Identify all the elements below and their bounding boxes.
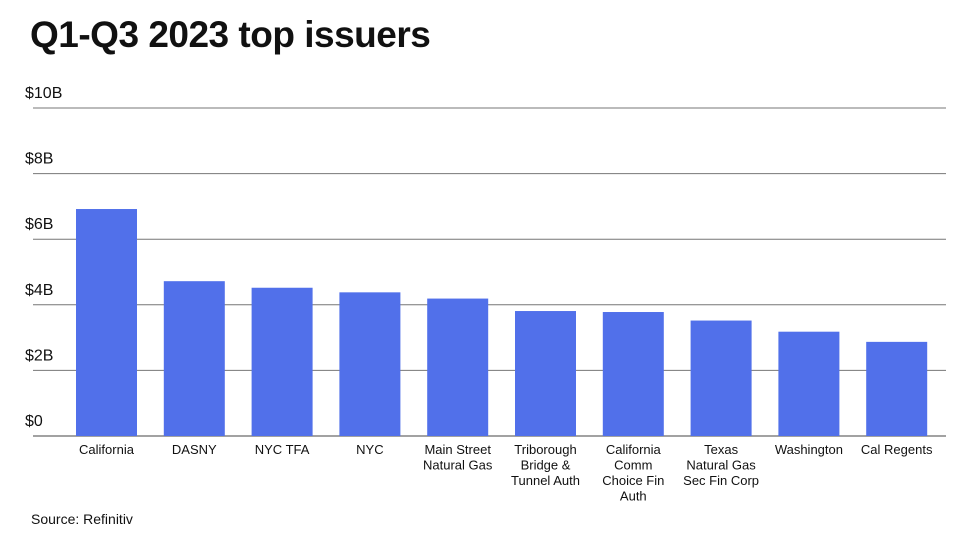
bar [339,292,401,436]
x-tick-label: California [79,442,135,457]
x-tick-label: Triborough Bridge & Tunnel Auth [511,442,580,488]
bar [778,331,840,436]
x-tick-label-line: DASNY [172,442,217,457]
x-tick-label-line: Sec Fin Corp [683,473,759,488]
x-tick-label-line: Comm [614,458,652,473]
x-tick-label-line: California [79,442,135,457]
x-tick-label: NYC TFA [255,442,310,457]
y-tick-label: $0 [25,413,43,430]
bar [76,209,137,436]
x-tick-label: Cal Regents [861,442,933,457]
x-tick-label: NYC [356,442,383,457]
x-tick-label-line: Texas [704,442,738,457]
y-tick-label: $10B [25,85,62,102]
x-tick-label-line: Tunnel Auth [511,473,580,488]
x-tick-label-line: Triborough [514,442,576,457]
bar [866,341,928,436]
x-tick-label-line: Bridge & [521,458,571,473]
bar [427,298,489,436]
bar [690,320,752,436]
bar [515,311,576,436]
chart-title: Q1-Q3 2023 top issuers [30,14,431,55]
y-tick-label: $2B [25,347,53,364]
bar [602,312,664,436]
bar [251,287,313,436]
x-tick-label: DASNY [172,442,217,457]
x-tick-label-line: NYC TFA [255,442,310,457]
source-note: Source: Refinitiv [31,511,133,527]
x-tick-label-line: NYC [356,442,383,457]
x-tick-label-line: Cal Regents [861,442,933,457]
bar [163,281,225,436]
x-tick-label: Main Street Natural Gas [423,442,493,473]
x-tick-label-line: Natural Gas [686,458,756,473]
y-tick-label: $6B [25,216,53,233]
x-tick-label-line: Auth [620,489,647,504]
x-tick-label: California Comm Choice Fin Auth [602,442,664,504]
x-tick-label-line: California [606,442,662,457]
x-tick-label: Washington [775,442,843,457]
x-tick-label-line: Washington [775,442,843,457]
x-tick-label: Texas Natural Gas Sec Fin Corp [683,442,759,488]
x-tick-label-line: Natural Gas [423,458,493,473]
x-tick-label-line: Choice Fin [602,473,664,488]
x-tick-label-line: Main Street [424,442,491,457]
y-tick-label: $4B [25,282,53,299]
y-tick-label: $8B [25,151,53,168]
